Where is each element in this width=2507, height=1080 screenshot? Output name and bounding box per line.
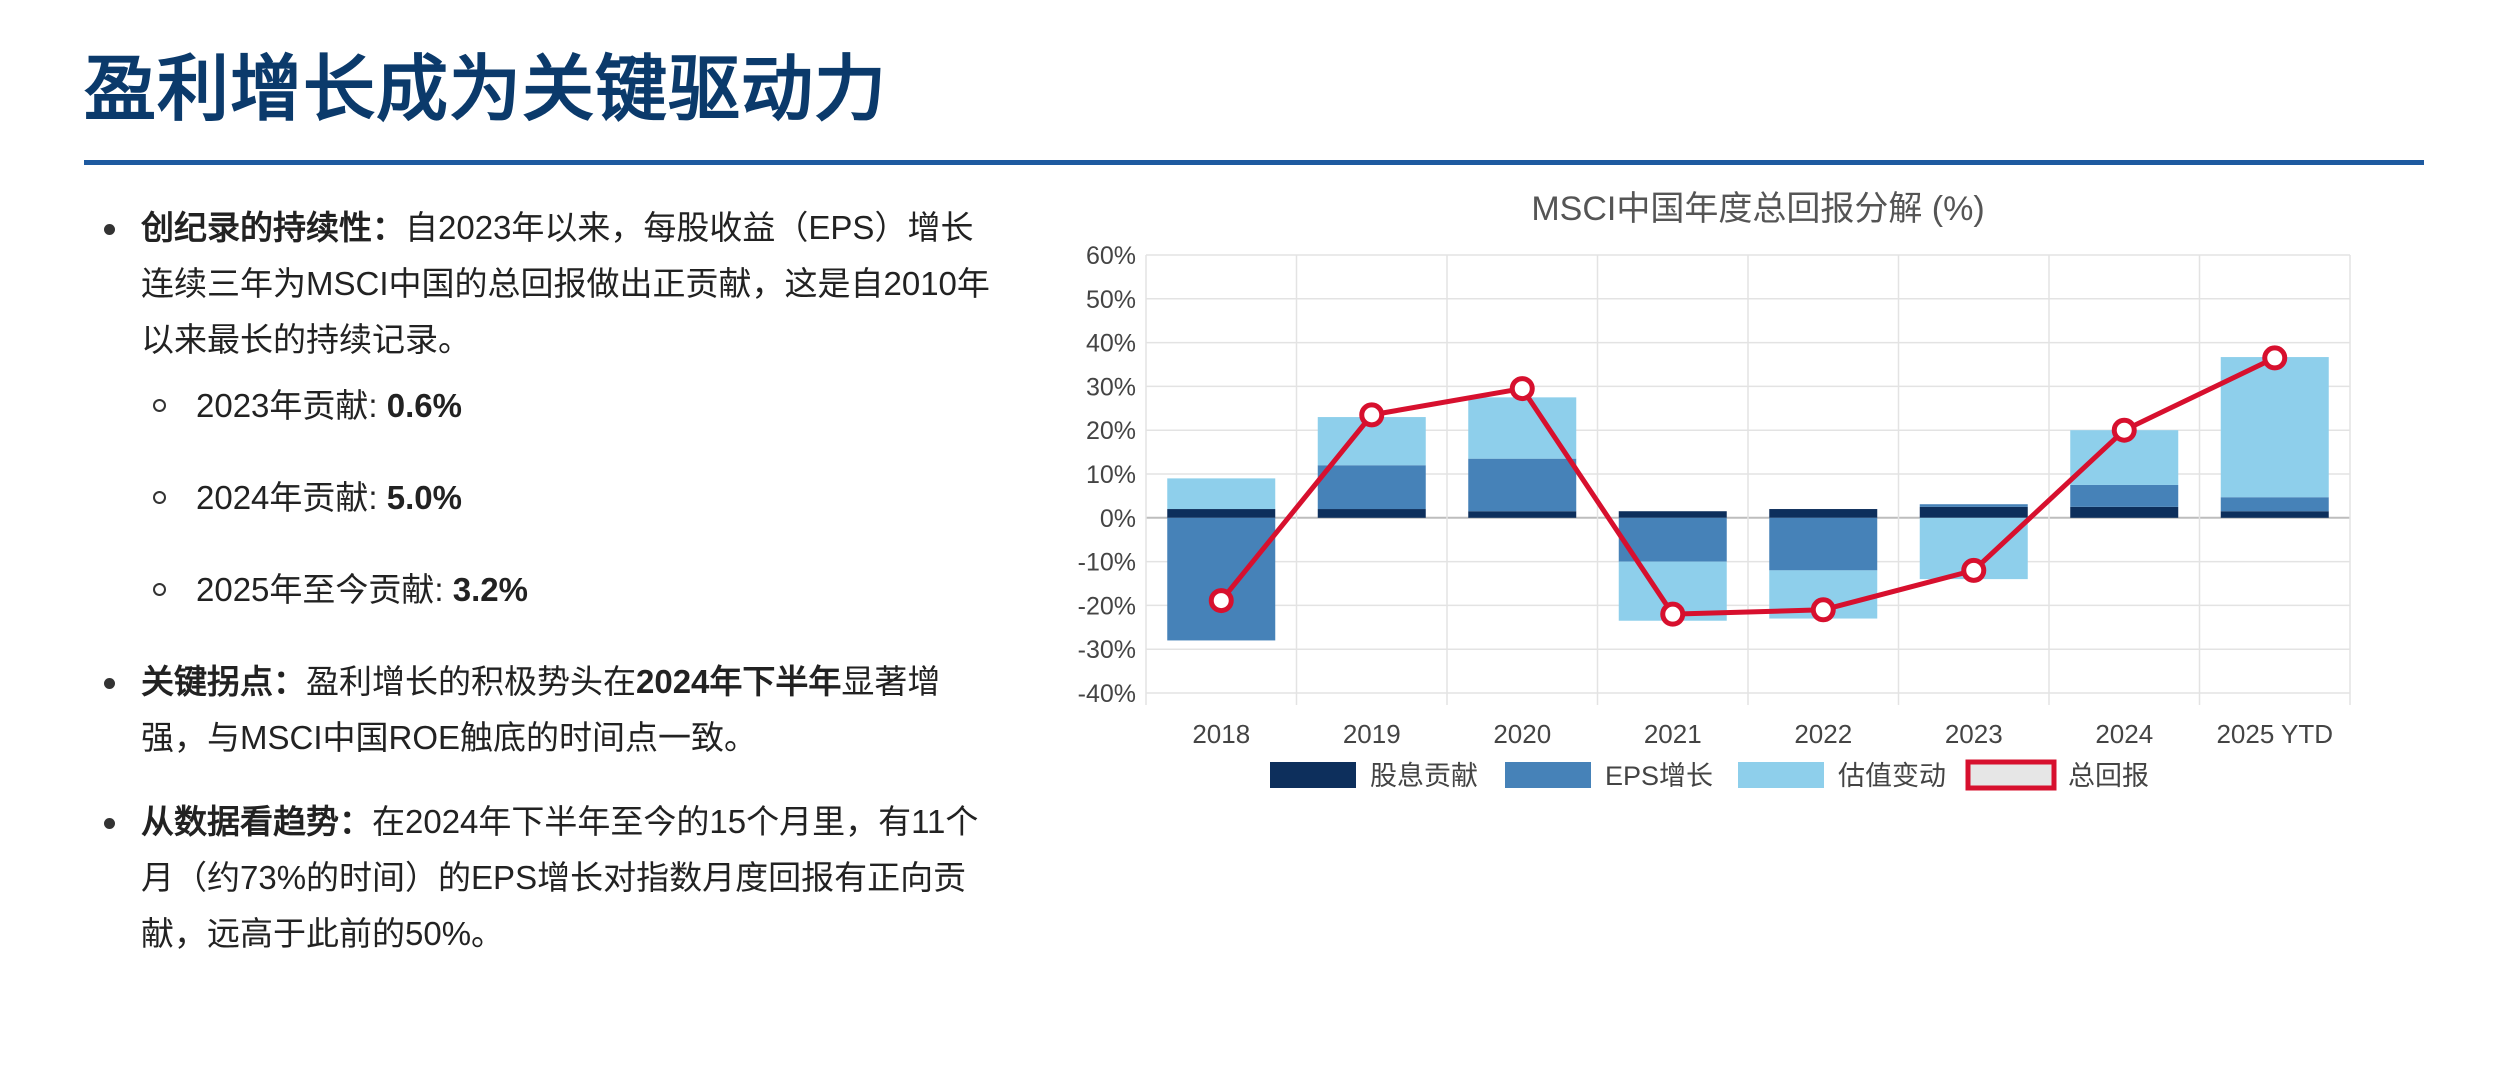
x-tick-label: 2025 YTD xyxy=(2216,719,2333,749)
legend-label: 估值变动 xyxy=(1838,761,1946,791)
bar-dividend xyxy=(1468,511,1577,518)
legend-swatch xyxy=(1965,759,2057,791)
y-tick-label: 60% xyxy=(1086,242,1136,270)
legend-swatch xyxy=(1505,762,1591,788)
sub-item-label: 2023年贡献: xyxy=(196,387,387,424)
x-tick-label: 2019 xyxy=(1343,719,1401,749)
bar-dividend xyxy=(2220,511,2329,518)
legend-label: 股息贡献 xyxy=(1370,761,1478,791)
bar-eps xyxy=(1919,504,2028,507)
bullet-list-panel: 创纪录的持续性：自2023年以来，每股收益（EPS）增长连续三年为MSCI中国的… xyxy=(96,200,1001,990)
bullet-label: 创纪录的持续性： xyxy=(141,209,405,246)
sub-item-2025: 2025年至今贡献: 3.2% xyxy=(141,562,1001,618)
bar-dividend xyxy=(1317,509,1426,518)
bar-dividend xyxy=(1618,511,1727,518)
x-tick-label: 2023 xyxy=(1945,719,2003,749)
total-return-point xyxy=(2111,417,2137,443)
bar-dividend xyxy=(1769,509,1878,518)
total-return-point xyxy=(1359,402,1385,428)
sub-item-2023: 2023年贡献: 0.6% xyxy=(141,378,1001,434)
total-return-point xyxy=(1509,376,1535,402)
sub-item-value: 3.2% xyxy=(452,571,528,608)
y-tick-label: 30% xyxy=(1086,373,1136,401)
total-return-line xyxy=(1219,355,2276,617)
total-return-point xyxy=(1208,588,1234,614)
chart-title: MSCI中国年度总回报分解 (%) xyxy=(1531,190,1984,228)
legend-swatch xyxy=(1270,762,1356,788)
sub-item-value: 0.6% xyxy=(386,387,462,424)
bar-eps xyxy=(1769,517,1878,571)
total-return-point xyxy=(1810,597,1836,623)
bar-dividend xyxy=(1919,506,2028,518)
y-tick-label: -40% xyxy=(1078,680,1136,708)
y-tick-label: 20% xyxy=(1086,417,1136,445)
x-tick-label: 2020 xyxy=(1493,719,1551,749)
bullet-key-inflection: 关键拐点：盈利增长的积极势头在2024年下半年显著增强，与MSCI中国ROE触底… xyxy=(96,654,1001,766)
bar-eps xyxy=(1468,458,1577,512)
bullet-text: 盈利增长的积极势头在 xyxy=(306,663,636,700)
bullet-highlight: 2024年下半年 xyxy=(636,663,842,700)
bar-eps xyxy=(1317,465,1426,510)
bullet-label: 从数据看趋势： xyxy=(141,803,372,840)
y-tick-label: 50% xyxy=(1086,286,1136,314)
bullet-text: 显著增强，与MSCI中国ROE触底的时间点一致。 xyxy=(141,663,941,756)
bar-valuation xyxy=(2220,357,2329,498)
total-return-point xyxy=(1961,557,1987,583)
total-return-point xyxy=(1660,601,1686,627)
title-divider xyxy=(84,160,2424,165)
legend-label: EPS增长 xyxy=(1605,761,1713,791)
contribution-sublist: 2023年贡献: 0.6% 2024年贡献: 5.0% 2025年至今贡献: 3… xyxy=(141,378,1001,618)
bar-dividend xyxy=(2070,506,2179,518)
bar-eps xyxy=(2220,497,2329,512)
bullet-data-trend: 从数据看趋势：在2024年下半年至今的15个月里，有11个月（约73%的时间）的… xyxy=(96,794,1001,962)
sub-item-value: 5.0% xyxy=(386,479,462,516)
legend-swatch xyxy=(1738,762,1824,788)
bar-eps xyxy=(1167,517,1276,641)
y-tick-label: 40% xyxy=(1086,330,1136,358)
x-tick-label: 2022 xyxy=(1794,719,1852,749)
bullet-record-persistence: 创纪录的持续性：自2023年以来，每股收益（EPS）增长连续三年为MSCI中国的… xyxy=(96,200,1001,618)
bar-eps xyxy=(2070,484,2179,507)
bar-valuation xyxy=(1167,478,1276,510)
bullet-text: 在2024年下半年至今的15个月里，有11个月（约73%的时间）的EPS增长对指… xyxy=(141,803,979,952)
y-tick-label: -30% xyxy=(1078,636,1136,664)
y-tick-label: 10% xyxy=(1086,461,1136,489)
x-tick-label: 2021 xyxy=(1644,719,1702,749)
sub-item-2024: 2024年贡献: 5.0% xyxy=(141,470,1001,526)
return-decomposition-chart: MSCI中国年度总回报分解 (%) 60% 50% 40% 30% 20% 10% 0% -10… xyxy=(1030,170,2430,830)
y-tick-label: -10% xyxy=(1078,549,1136,577)
y-tick-label: -20% xyxy=(1078,592,1136,620)
page-title: 盈利增长成为关键驱动力 xyxy=(84,50,888,130)
x-tick-label: 2024 xyxy=(2095,719,2153,749)
sub-item-label: 2024年贡献: xyxy=(196,479,387,516)
bar-eps xyxy=(1618,517,1727,562)
bar-valuation xyxy=(1468,397,1577,459)
chart-svg: MSCI中国年度总回报分解 (%) 60% 50% 40% 30% 20% 10% 0% -10… xyxy=(1078,190,2351,791)
bullet-label: 关键拐点： xyxy=(141,663,306,700)
bullet-list: 创纪录的持续性：自2023年以来，每股收益（EPS）增长连续三年为MSCI中国的… xyxy=(96,200,1001,962)
x-tick-label: 2018 xyxy=(1192,719,1250,749)
y-tick-label: 0% xyxy=(1100,505,1136,533)
bar-dividend xyxy=(1167,509,1276,518)
bullet-text: 自2023年以来，每股收益（EPS）增长连续三年为MSCI中国的总回报做出正贡献… xyxy=(141,209,990,358)
sub-item-label: 2025年至今贡献: xyxy=(196,571,453,608)
total-return-point xyxy=(2262,345,2288,371)
legend-label: 总回报 xyxy=(2068,761,2149,791)
